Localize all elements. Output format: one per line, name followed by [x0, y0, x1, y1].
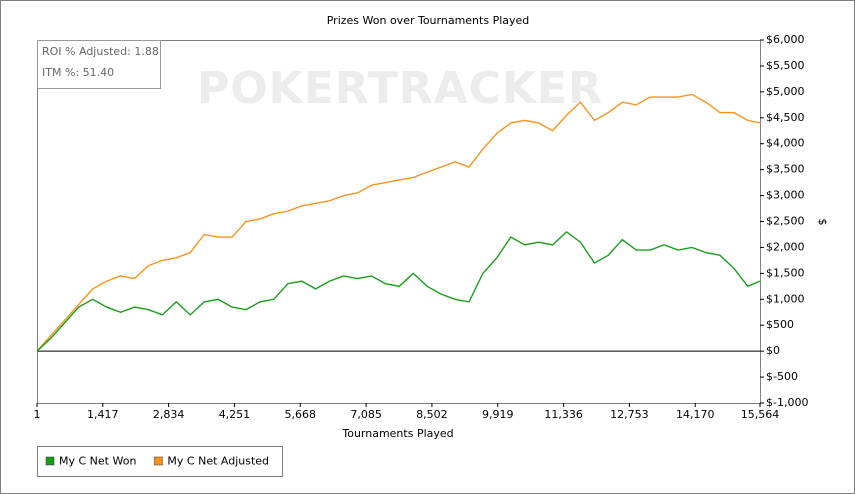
y-tick-label: $-500 [766, 370, 798, 383]
y-tick-label: $5,500 [766, 59, 805, 72]
y-tick-label: $2,000 [766, 240, 805, 253]
x-tick-label: 14,170 [676, 408, 715, 421]
x-tick-label: 1,417 [87, 408, 119, 421]
y-tick-label: $1,000 [766, 292, 805, 305]
x-tick-label: 4,251 [219, 408, 251, 421]
x-tick-label: 5,668 [285, 408, 317, 421]
plot: $-1,000 $-500 $0 $500 $1,000 $1,500 $2,000 $2,5… [34, 33, 809, 421]
y-tick-label: $3,500 [766, 163, 805, 176]
legend-swatch [154, 456, 163, 466]
x-tick-label: 2,834 [153, 408, 185, 421]
x-tick-label: 11,336 [544, 408, 583, 421]
info-box [37, 40, 161, 89]
x-axis-title: Tournaments Played [341, 427, 453, 440]
y-tick-label: $500 [766, 318, 794, 331]
chart-title: Prizes Won over Tournaments Played [327, 14, 530, 27]
y-tick-label: $0 [766, 344, 780, 357]
watermark: POKERTRACKER [197, 63, 603, 114]
annotation: ROI % Adjusted: 1.88 [42, 45, 159, 58]
x-tick-label: 12,753 [610, 408, 649, 421]
y-axis-title: $ [816, 219, 829, 226]
y-tick-label: $4,000 [766, 137, 805, 150]
legend-label: My C Net Adjusted [167, 455, 269, 468]
y-tick-label: $6,000 [766, 33, 805, 46]
x-tick-label: 15,564 [741, 408, 780, 421]
y-tick-label: $5,000 [766, 85, 805, 98]
y-tick-label: $3,000 [766, 189, 805, 202]
x-tick-label: 8,502 [416, 408, 448, 421]
x-tick-label: 9,919 [482, 408, 514, 421]
legend-items: My C Net Won My C Net Adjusted [45, 455, 269, 468]
y-tick-label: $4,500 [766, 111, 805, 124]
x-tick-label: 7,085 [350, 408, 382, 421]
annotation: ITM %: 51.40 [42, 66, 114, 79]
legend-label: My C Net Won [59, 455, 136, 468]
y-tick-label: $-1,000 [766, 396, 808, 409]
x-tick-label: 1 [34, 408, 41, 421]
series-line [36, 230, 761, 352]
y-tick-label: $2,500 [766, 215, 805, 228]
legend-swatch [45, 456, 55, 466]
y-tick-label: $1,500 [766, 266, 805, 279]
plot-area [37, 40, 761, 404]
series-line [36, 93, 761, 352]
